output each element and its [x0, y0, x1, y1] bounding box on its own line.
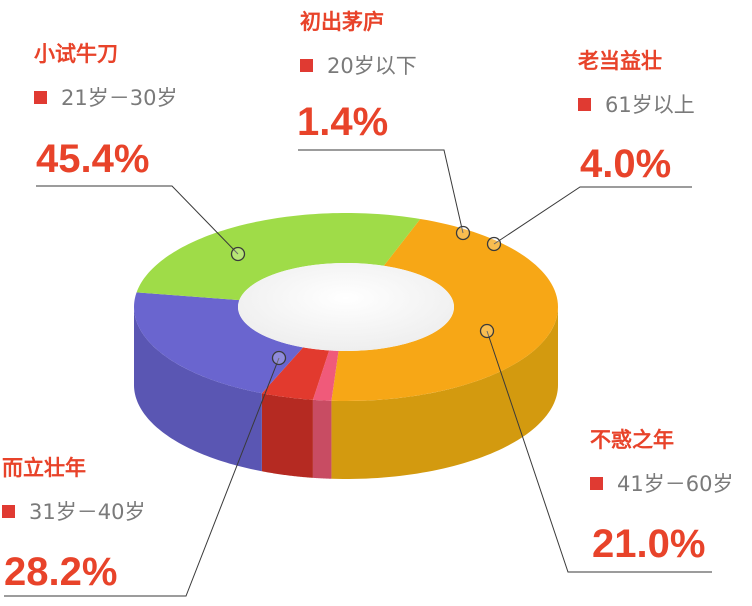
donut-tops	[134, 213, 558, 401]
leader-line-4	[4, 357, 280, 597]
donut-side-0	[331, 306, 558, 479]
donut-side-1	[312, 399, 332, 479]
leader-line-2	[493, 186, 692, 245]
donut-slice-4	[136, 213, 421, 301]
donut-side-3	[134, 307, 262, 472]
percent-label-laodang: 4.0%	[580, 142, 672, 186]
leader-line-0	[36, 185, 239, 255]
donut-hole	[238, 263, 454, 351]
donut-hole-group	[238, 263, 454, 351]
percent-label-buhuo: 21.0%	[592, 522, 706, 566]
donut-side-2	[261, 393, 313, 478]
leader-dot-0	[230, 246, 246, 262]
donut-slice-2	[261, 347, 330, 400]
leader-line-3	[486, 330, 712, 573]
leader-dot-3	[479, 323, 495, 339]
donut-slice-1	[312, 350, 339, 401]
donut-slice-3	[134, 292, 304, 394]
leader-dot-2	[486, 236, 502, 252]
percent-label-xiaoshi: 45.4%	[36, 137, 150, 181]
donut-sides	[134, 306, 558, 479]
donut-slice-0	[331, 218, 558, 401]
leader-dot-4	[271, 350, 287, 366]
percent-label-erli: 28.2%	[4, 550, 118, 594]
percent-label-chuchu: 1.4%	[297, 100, 389, 144]
leader-dot-1	[455, 225, 471, 241]
leader-line-1	[298, 149, 464, 234]
leader-lines	[4, 149, 712, 597]
